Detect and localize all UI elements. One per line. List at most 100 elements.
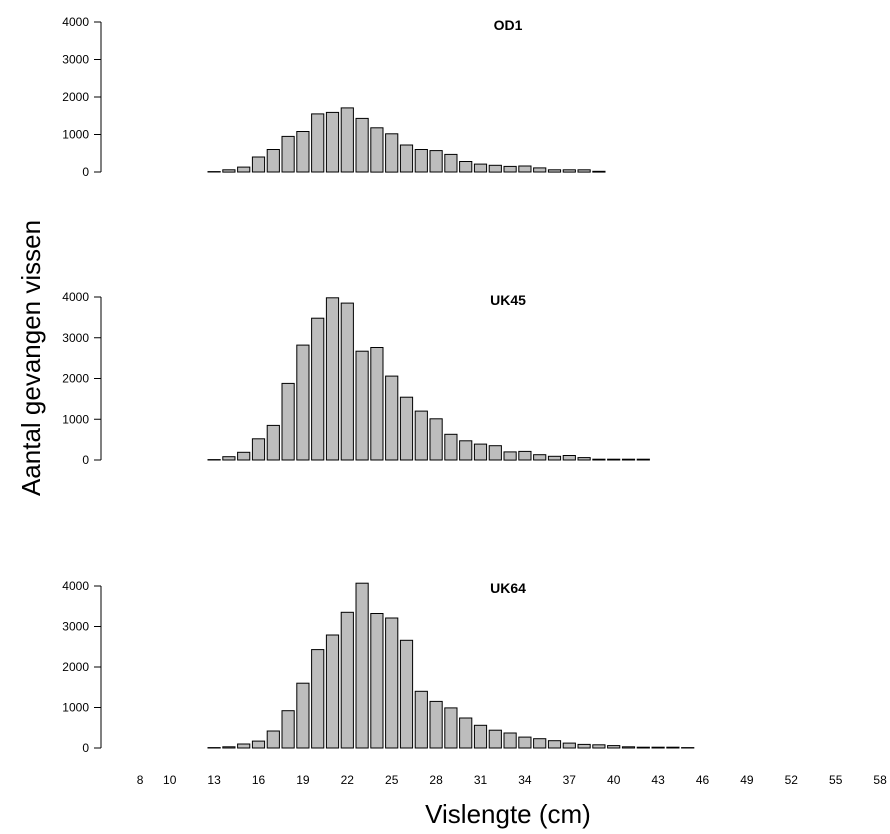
bar xyxy=(355,350,369,461)
bar xyxy=(266,730,280,749)
y-tick-label: 0 xyxy=(82,165,89,179)
bar xyxy=(222,746,236,749)
bar xyxy=(325,297,340,461)
panel-uk64: 0 1000 2000 3000 4000 UK64 xyxy=(62,579,695,755)
bar xyxy=(621,458,636,461)
bar xyxy=(251,156,266,173)
bar xyxy=(266,424,280,461)
bar xyxy=(355,117,369,173)
bar xyxy=(636,746,650,749)
y-tick-label: 3000 xyxy=(62,620,89,634)
bar xyxy=(311,317,325,461)
bar xyxy=(607,745,621,749)
x-tick-label: 37 xyxy=(563,773,577,787)
y-tick-label: 0 xyxy=(82,453,89,467)
bar xyxy=(488,164,502,173)
bar xyxy=(251,740,266,749)
bar xyxy=(399,639,414,749)
bar xyxy=(459,440,473,461)
x-axis: 8 10 13 16 19 22 25 28 31 34 37 40 43 46 49 52 55 58 xyxy=(137,773,887,787)
bar xyxy=(385,133,399,173)
x-tick-label: 28 xyxy=(429,773,443,787)
bar xyxy=(429,418,443,461)
x-tick-label: 40 xyxy=(607,773,621,787)
bar xyxy=(473,724,488,749)
y-tick-label: 4000 xyxy=(62,290,89,304)
bar xyxy=(592,170,606,173)
x-tick-label: 58 xyxy=(873,773,887,787)
x-tick-label: 52 xyxy=(785,773,799,787)
bar xyxy=(651,746,665,749)
x-axis-label: Vislengte (cm) xyxy=(425,799,591,829)
bar xyxy=(577,169,591,173)
bar xyxy=(533,454,547,461)
bar xyxy=(488,729,502,749)
bar xyxy=(547,455,562,461)
bar xyxy=(562,742,576,749)
bar xyxy=(473,443,488,461)
bar xyxy=(340,611,354,749)
bar xyxy=(444,433,458,461)
x-tick-label: 25 xyxy=(385,773,399,787)
y-tick-label: 4000 xyxy=(62,579,89,593)
bar xyxy=(621,746,636,749)
bar xyxy=(281,382,295,461)
bar xyxy=(592,744,606,749)
bar xyxy=(222,169,236,173)
bar xyxy=(399,396,414,461)
bar xyxy=(636,458,650,461)
bar xyxy=(518,165,532,173)
bar xyxy=(355,582,369,749)
bar xyxy=(547,740,562,749)
bar xyxy=(311,113,325,173)
bar xyxy=(325,111,340,173)
bar xyxy=(503,165,517,173)
bar xyxy=(666,746,680,749)
bar xyxy=(459,717,473,749)
bar xyxy=(296,344,310,461)
bar xyxy=(296,131,310,173)
bar xyxy=(444,153,458,173)
bar xyxy=(311,649,325,749)
x-tick-label: 10 xyxy=(163,773,177,787)
x-tick-label: 22 xyxy=(341,773,355,787)
bar xyxy=(473,163,488,173)
x-tick-label: 43 xyxy=(651,773,665,787)
bar xyxy=(370,127,384,173)
bar xyxy=(562,169,576,173)
x-tick-label: 49 xyxy=(740,773,754,787)
x-tick-label: 13 xyxy=(207,773,221,787)
bar xyxy=(237,166,251,173)
y-tick-label: 1000 xyxy=(62,701,89,715)
bar xyxy=(577,457,591,461)
bar xyxy=(429,700,443,749)
bar xyxy=(547,169,562,173)
bar xyxy=(607,458,621,461)
bar xyxy=(503,732,517,749)
bar xyxy=(325,634,340,749)
bar xyxy=(414,410,428,461)
panel-title: UK45 xyxy=(490,292,526,308)
y-tick-label: 1000 xyxy=(62,128,89,142)
bar xyxy=(281,135,295,173)
bar xyxy=(414,690,428,749)
panels: 0 1000 2000 3000 4000 OD1 0 1000 2000 3000 4000 UK4… xyxy=(62,15,695,755)
y-tick-label: 3000 xyxy=(62,331,89,345)
panel-od1: 0 1000 2000 3000 4000 OD1 xyxy=(62,15,606,179)
x-tick-label: 8 xyxy=(137,773,144,787)
bar xyxy=(340,107,354,173)
y-tick-label: 1000 xyxy=(62,412,89,426)
panel-title: UK64 xyxy=(490,580,526,596)
y-tick-label: 0 xyxy=(82,741,89,755)
y-tick-label: 3000 xyxy=(62,53,89,67)
bar xyxy=(237,743,251,749)
x-tick-label: 55 xyxy=(829,773,843,787)
bar xyxy=(399,144,414,173)
bar xyxy=(266,149,280,173)
bar xyxy=(340,302,354,461)
bar xyxy=(281,710,295,749)
bar xyxy=(503,451,517,461)
y-tick-label: 2000 xyxy=(62,90,89,104)
y-tick-label: 2000 xyxy=(62,660,89,674)
